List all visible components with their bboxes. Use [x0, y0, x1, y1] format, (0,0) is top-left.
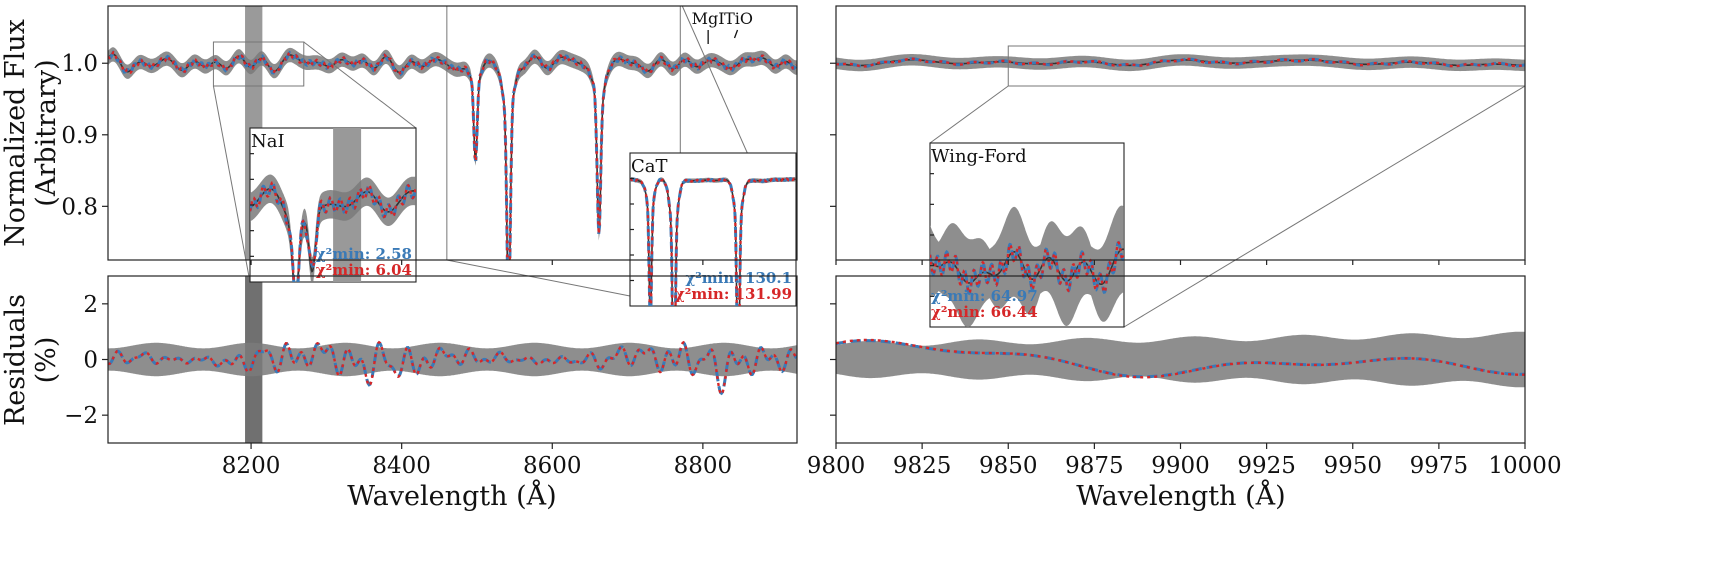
residuals-left-ytick-label: −2 [64, 403, 98, 429]
residuals-ylabel: Residuals [0, 294, 31, 426]
inset-wing-ford-fit-red [930, 240, 1124, 295]
inset-cat-plot [630, 176, 796, 306]
flux-ylabel: Normalized Flux [0, 19, 31, 247]
residuals-right-plot [836, 331, 1525, 388]
feature-label-MgI: MgI [692, 9, 725, 28]
flux-right-frame [835, 5, 1526, 261]
inset-nai-fit-blue [250, 180, 416, 282]
flux-right-fit-red [836, 57, 1525, 68]
flux-ylabel-units: (Arbitrary) [31, 59, 62, 206]
residuals-right-xtick-label: 9900 [1151, 453, 1210, 479]
inset-wing-ford-chi-blue: χ²min: 64.97 [931, 287, 1038, 305]
residuals-left-xtick-label: 8800 [674, 453, 733, 479]
flux-left-ytick-label: 1.0 [61, 51, 98, 77]
residuals-right-xtick-label: 9975 [1410, 453, 1469, 479]
nai-zoom-box [212, 41, 305, 87]
residuals-left-ytick-label: 0 [83, 348, 98, 374]
inset-cat-chi-blue: χ²min: 130.1 [685, 269, 792, 287]
feature-label-TiO: TiO [724, 9, 753, 28]
flux-left-frame [107, 5, 798, 261]
residuals-right-xtick-label: 9850 [979, 453, 1038, 479]
residuals-left-xtick-label: 8200 [222, 453, 281, 479]
residuals-left-plot [108, 276, 797, 443]
residuals-right-xtick-label: 9800 [807, 453, 866, 479]
feature-marker-TiO [733, 29, 739, 39]
xlabel-left: Wavelength (Å) [347, 479, 556, 512]
inset-nai-chi-blue: χ²min: 2.58 [316, 245, 412, 263]
flux-left-plot [108, 6, 797, 260]
wingford-zoom-connector [929, 85, 1009, 144]
residuals-right-xtick-label: 9925 [1237, 453, 1296, 479]
flux-left-fit-blue [108, 50, 797, 260]
residuals-left-xtick-label: 8600 [523, 453, 582, 479]
xlabel-right: Wavelength (Å) [1076, 479, 1285, 512]
flux-right-fit-blue [836, 57, 1525, 68]
nai-zoom-connector [212, 85, 251, 283]
residuals-right-xtick-label: 9875 [1065, 453, 1124, 479]
inset-wing-ford-chi-red: χ²min: 66.44 [931, 303, 1038, 321]
inset-wing-ford-label: Wing-Ford [931, 146, 1027, 167]
residuals-right-residual-blue [836, 339, 1525, 379]
residuals-left-xtick-label: 8400 [372, 453, 431, 479]
residuals-right-xtick-label: 10000 [1488, 453, 1561, 479]
residuals-right-xtick-label: 9950 [1323, 453, 1382, 479]
inset-nai-plot [250, 128, 416, 282]
wingford-zoom-connector [1123, 85, 1526, 328]
flux-right-plot [836, 54, 1525, 72]
cat-zoom-connector [446, 259, 631, 297]
inset-nai-label: NaI [251, 131, 285, 152]
residuals-left-residual-blue [108, 340, 797, 396]
residuals-right-xtick-label: 9825 [893, 453, 952, 479]
flux-left-ytick-label: 0.8 [61, 194, 98, 220]
inset-wing-ford-plot [930, 205, 1124, 327]
inset-nai-chi-red: χ²min: 6.04 [316, 261, 412, 279]
inset-cat-fit-red [630, 177, 796, 306]
residuals-ylabel-units: (%) [31, 337, 62, 384]
flux-left-ytick-label: 0.9 [61, 123, 98, 149]
nai-zoom-connector [303, 41, 417, 129]
inset-cat-label: CaT [631, 156, 668, 177]
residuals-left-ytick-label: 2 [83, 292, 98, 318]
inset-cat-chi-red: χ²min: 131.99 [675, 285, 792, 303]
residuals-right-uncertainty-band [836, 331, 1525, 388]
